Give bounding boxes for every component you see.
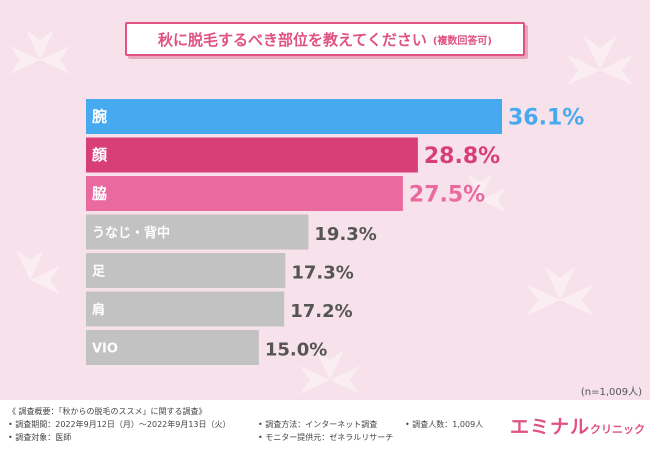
value-label: 27.5% bbox=[409, 183, 485, 208]
category-label: うなじ・背中 bbox=[92, 225, 170, 241]
monitor-provider: • モニター提供元：ゼネラルリサーチ bbox=[258, 433, 394, 442]
bar-0 bbox=[86, 99, 502, 134]
value-label: 17.3% bbox=[291, 263, 353, 284]
value-label: 15.0% bbox=[265, 340, 327, 361]
category-label: 脇 bbox=[92, 185, 107, 203]
survey-method: • 調査方法：インターネット調査 bbox=[258, 420, 378, 429]
category-label: 腕 bbox=[92, 108, 107, 126]
category-label: 顔 bbox=[91, 146, 108, 164]
value-label: 19.3% bbox=[314, 224, 376, 245]
bar-5 bbox=[86, 291, 285, 327]
category-label: 足 bbox=[92, 265, 106, 280]
category-label: VIO bbox=[92, 342, 118, 357]
bar-6 bbox=[86, 330, 259, 365]
bar-2 bbox=[86, 176, 403, 211]
value-label: 36.1% bbox=[508, 106, 584, 131]
chart-title: 秋に脱毛するべき部位を教えてください bbox=[158, 30, 427, 49]
survey-respondents: • 調査人数：1,009人 bbox=[405, 420, 484, 429]
footer: 《 調査概要：「秋からの脱毛のススメ」に関する調査》 • 調査期間：2022年9… bbox=[0, 400, 650, 450]
bar-3 bbox=[86, 214, 309, 250]
sample-size-note: (n=1,009人) bbox=[580, 387, 642, 398]
category-label: 肩 bbox=[92, 302, 105, 318]
chart-title-note: (複数回答可) bbox=[432, 35, 492, 47]
bar-4 bbox=[86, 253, 286, 288]
eminal-clinic-logo: エミナルクリニック bbox=[510, 412, 645, 439]
survey-target: • 調査対象：医師 bbox=[8, 433, 72, 442]
logo-main-text: エミナル bbox=[510, 416, 591, 438]
survey-period: • 調査期間：2022年9月12日（月）～2022年9月13日（火） bbox=[8, 420, 231, 429]
bar-1 bbox=[86, 137, 418, 173]
logo-sub-text: クリニック bbox=[590, 423, 646, 436]
bar-chart: 腕 36.1% 顔 28.8% 脇 27.5% うなじ・背中 19.3% 足 17.3% 肩 17.2… bbox=[86, 99, 584, 365]
value-label: 17.2% bbox=[290, 301, 352, 322]
survey-summary: 《 調査概要：「秋からの脱毛のススメ」に関する調査》 bbox=[8, 407, 207, 416]
chart-title-box: 秋に脱毛するべき部位を教えてください (複数回答可) bbox=[125, 22, 525, 56]
value-label: 28.8% bbox=[424, 144, 500, 169]
